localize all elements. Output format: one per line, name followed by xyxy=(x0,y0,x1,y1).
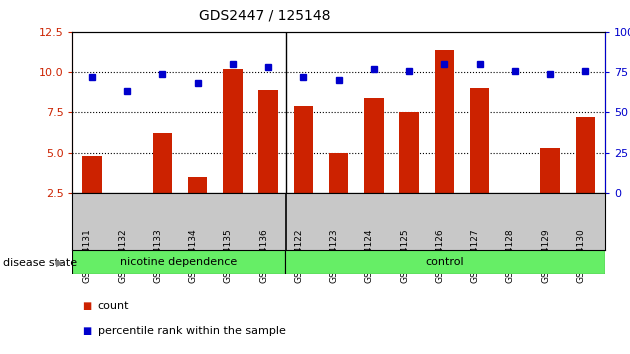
Bar xyxy=(188,177,207,193)
Text: GDS2447 / 125148: GDS2447 / 125148 xyxy=(199,9,330,23)
Bar xyxy=(223,69,243,193)
Text: count: count xyxy=(98,301,129,311)
Bar xyxy=(576,117,595,193)
Text: ▶: ▶ xyxy=(55,258,63,268)
Bar xyxy=(541,148,560,193)
Bar xyxy=(152,133,172,193)
Bar xyxy=(329,153,348,193)
Text: nicotine dependence: nicotine dependence xyxy=(120,257,238,267)
Text: disease state: disease state xyxy=(3,258,77,268)
Bar xyxy=(435,50,454,193)
Bar xyxy=(470,88,490,193)
Text: percentile rank within the sample: percentile rank within the sample xyxy=(98,326,285,336)
Bar xyxy=(258,90,278,193)
Text: ■: ■ xyxy=(82,301,91,311)
Bar xyxy=(82,156,101,193)
Text: ■: ■ xyxy=(82,326,91,336)
Bar xyxy=(294,106,313,193)
Bar xyxy=(399,113,419,193)
Bar xyxy=(364,98,384,193)
Text: control: control xyxy=(426,257,464,267)
Bar xyxy=(285,250,605,274)
Bar xyxy=(72,250,285,274)
